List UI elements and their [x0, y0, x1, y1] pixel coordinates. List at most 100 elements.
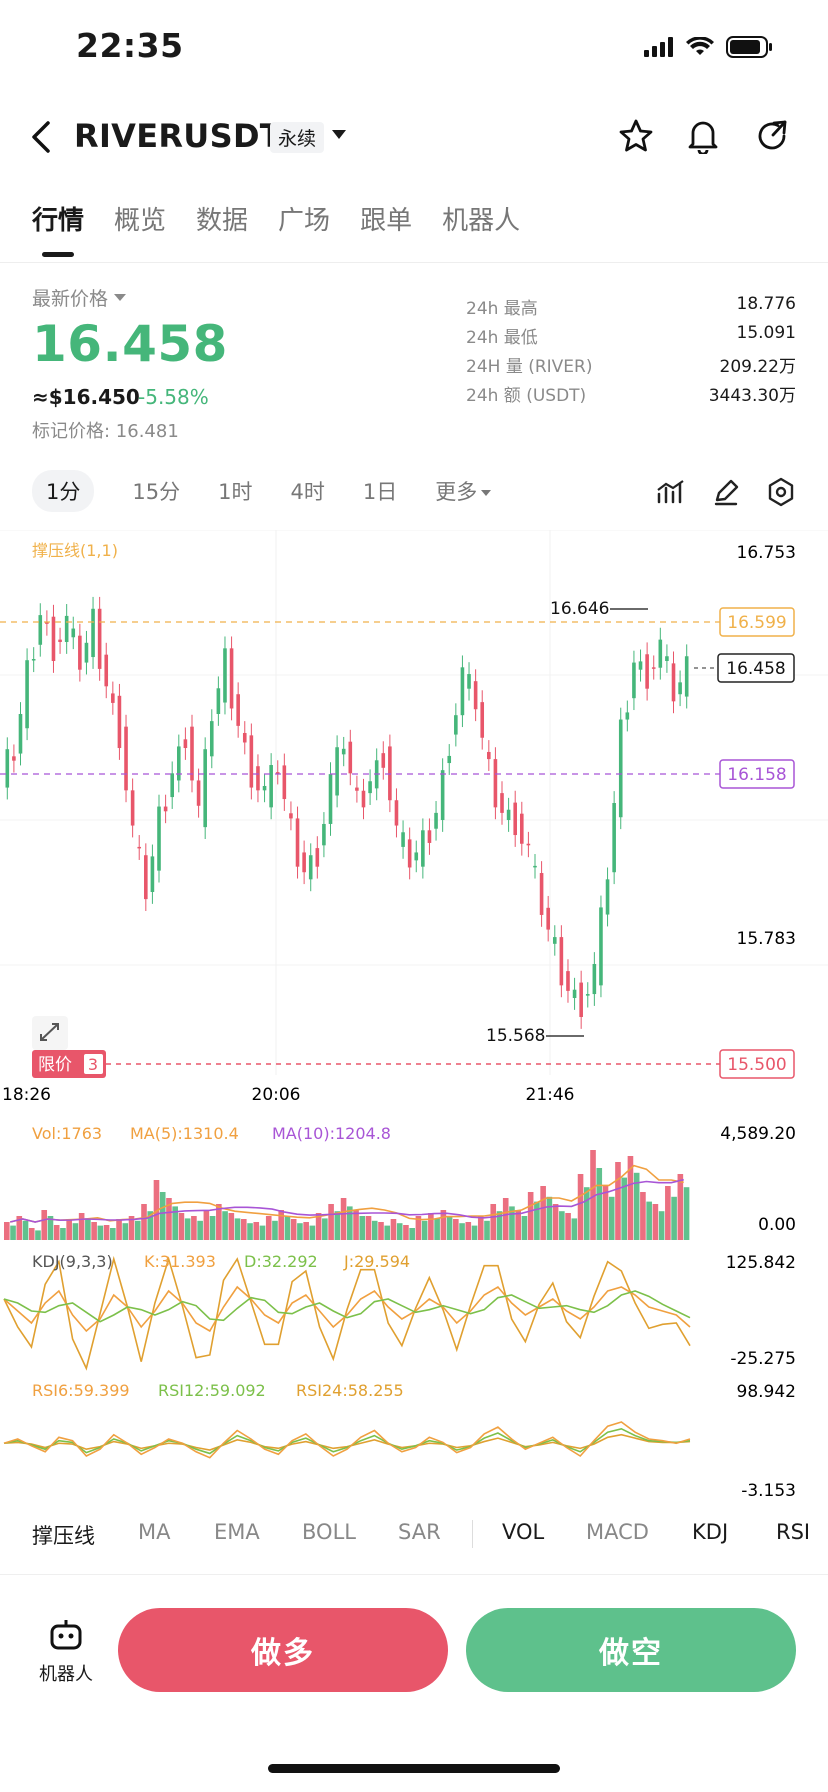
volume-bar: [66, 1219, 72, 1240]
volume-bar: [534, 1201, 540, 1240]
kdj-d-line: [3, 1290, 691, 1323]
wifi-icon: [686, 37, 714, 55]
candle-body: [434, 812, 438, 829]
volume-bar: [166, 1198, 172, 1240]
candle-body: [401, 832, 405, 847]
tab-data[interactable]: 数据: [196, 206, 249, 236]
symbol-title[interactable]: RIVERUSDT: [74, 117, 282, 155]
candle-body: [130, 790, 135, 826]
home-indicator: [268, 1764, 560, 1773]
candle-body: [302, 852, 306, 873]
expand-chart-icon[interactable]: [32, 1016, 68, 1050]
candle-body: [599, 907, 603, 986]
bell-icon[interactable]: [686, 118, 720, 154]
tab-copy-trading[interactable]: 跟单: [360, 206, 413, 236]
status-icons: [644, 34, 774, 60]
volume-bar: [28, 1228, 35, 1240]
last-price: 16.458: [32, 315, 228, 373]
status-time: 22:35: [76, 26, 184, 65]
volume-bar: [658, 1211, 665, 1240]
kdj-d-label: D:32.292: [244, 1252, 318, 1271]
tab-square[interactable]: 广场: [278, 206, 331, 236]
volume-bar: [446, 1216, 453, 1240]
indicator-sar[interactable]: SAR: [398, 1520, 441, 1544]
indicator-ema[interactable]: EMA: [214, 1520, 260, 1544]
candle-body: [427, 830, 432, 843]
chart-settings-icon[interactable]: [766, 477, 796, 507]
back-arrow-icon[interactable]: [28, 120, 54, 154]
timeframe-15m[interactable]: 15分: [132, 480, 181, 504]
volume-bar: [265, 1216, 272, 1240]
contract-type-badge[interactable]: 永续: [270, 122, 325, 153]
latest-price-label[interactable]: 最新价格: [32, 288, 109, 310]
indicator-sr[interactable]: 撑压线: [32, 1524, 95, 1548]
volume-bar: [671, 1196, 677, 1240]
indicator-rsi[interactable]: RSI: [776, 1520, 811, 1544]
draw-pen-icon[interactable]: [712, 478, 740, 506]
volume-bar: [683, 1187, 690, 1240]
volume-bar: [222, 1211, 228, 1240]
vol-label: Vol:1763: [32, 1124, 102, 1143]
candle-body: [249, 735, 254, 788]
indicator-vol[interactable]: VOL: [502, 1520, 545, 1544]
candle-body: [348, 741, 353, 774]
go-short-button[interactable]: 做空: [466, 1608, 796, 1692]
go-long-button[interactable]: 做多: [118, 1608, 448, 1692]
indicator-ma[interactable]: MA: [138, 1520, 171, 1544]
candle-body: [176, 746, 181, 781]
rsi6-label: RSI6:59.399: [32, 1381, 130, 1400]
battery-icon: [726, 36, 772, 58]
price-chart[interactable]: 撑压线(1,1) 16.753 15.783 16.646 15.568 16.…: [0, 530, 828, 1510]
volume-bar: [22, 1220, 29, 1240]
indicator-settings-icon[interactable]: [656, 478, 686, 506]
timeframe-1d[interactable]: 1日: [362, 480, 398, 504]
volume-bar: [134, 1220, 141, 1240]
candle-body: [539, 873, 544, 915]
volume-bar: [147, 1211, 154, 1240]
indicator-boll[interactable]: BOLL: [302, 1520, 356, 1544]
candle-body: [256, 766, 260, 791]
candle-body: [203, 749, 207, 828]
candle-body: [157, 806, 161, 871]
tab-bots[interactable]: 机器人: [442, 206, 521, 236]
kdj-k-label: K:31.393: [144, 1252, 216, 1271]
candle-body: [144, 855, 148, 900]
candle-body: [341, 748, 346, 755]
indicator-kdj[interactable]: KDJ: [692, 1520, 729, 1544]
timeframe-4h[interactable]: 4时: [290, 480, 325, 504]
candle-body: [84, 642, 89, 663]
volume-bar: [253, 1222, 260, 1240]
divider: [0, 1574, 828, 1575]
price-axis-top: 16.753: [737, 543, 796, 563]
latest-price-dropdown-icon[interactable]: [114, 294, 126, 301]
timeframe-1h[interactable]: 1时: [218, 480, 253, 504]
low-marker-label: 15.568: [486, 1026, 545, 1046]
timeframe-more[interactable]: 更多: [435, 476, 492, 506]
x-tick-1: 20:06: [252, 1085, 301, 1105]
tab-market[interactable]: 行情: [32, 206, 85, 236]
candle-body: [223, 648, 227, 703]
candle-body: [368, 781, 372, 794]
candle-body: [12, 756, 16, 761]
share-icon[interactable]: [756, 118, 790, 154]
indicator-macd[interactable]: MACD: [586, 1520, 649, 1544]
symbol-dropdown-icon[interactable]: [332, 130, 346, 139]
candle-body: [500, 793, 504, 813]
timeframe-1m[interactable]: 1分: [32, 470, 95, 512]
volume-bar: [216, 1204, 222, 1240]
volume-bar: [178, 1213, 185, 1240]
candle-body: [229, 648, 234, 709]
chart-grid: [0, 530, 828, 1075]
candle-body: [328, 774, 333, 824]
volume-bar: [565, 1213, 571, 1240]
robot-button[interactable]: 机器人: [34, 1618, 98, 1686]
star-icon[interactable]: [618, 118, 654, 154]
volume-bar: [627, 1156, 634, 1240]
volume-bar: [328, 1204, 334, 1240]
volume-bar: [378, 1222, 384, 1240]
candle-body: [124, 726, 128, 791]
tab-overview[interactable]: 概览: [114, 206, 167, 236]
volume-bar: [440, 1210, 447, 1240]
volume-bar: [477, 1216, 484, 1240]
candle-body: [91, 608, 95, 658]
